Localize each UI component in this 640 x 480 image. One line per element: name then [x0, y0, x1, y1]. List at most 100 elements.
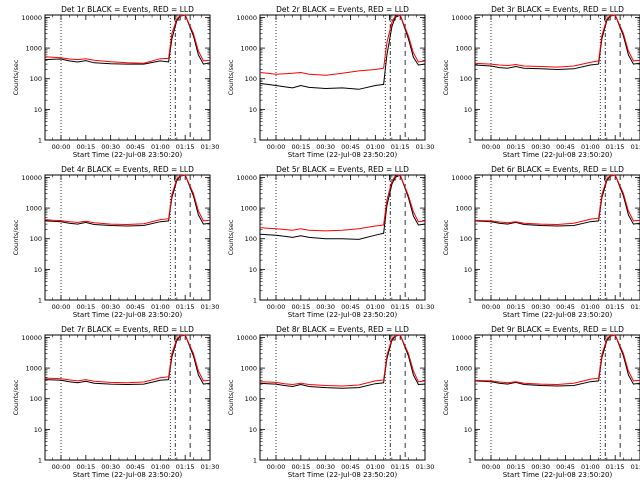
y-tick-label: 10000 — [21, 334, 42, 342]
x-tick-label: 00:30 — [101, 303, 120, 311]
x-tick-label: 00:45 — [556, 303, 575, 311]
x-tick-label: 00:15 — [291, 463, 310, 471]
lld-series-line — [259, 14, 426, 76]
events-series-line — [259, 174, 426, 240]
y-tick-label: 10 — [464, 426, 472, 434]
y-axis-label: Counts/sec — [12, 59, 20, 95]
y-tick-label: 10000 — [236, 334, 257, 342]
y-tick-label: 100 — [245, 235, 257, 243]
y-tick-label: 100 — [460, 235, 472, 243]
x-tick-label: 01:30 — [201, 143, 220, 151]
chart-panel-1: Det 1r BLACK = Events, RED = LLD 1 10 100 10… — [12, 5, 219, 159]
y-tick-label: 10000 — [236, 174, 257, 182]
chart-panel-7: Det 7r BLACK = Events, RED = LLD 1 10 100 10… — [12, 325, 219, 479]
x-tick-label: 00:15 — [506, 143, 525, 151]
x-tick-label: 00:30 — [316, 463, 335, 471]
x-axis-label: Start Time (22-Jul-08 23:50:20) — [73, 311, 183, 319]
lld-series-line — [259, 334, 426, 387]
x-tick-label: 01:30 — [201, 463, 220, 471]
y-tick-label: 10 — [249, 266, 257, 274]
events-series-line — [259, 14, 426, 90]
x-tick-label: 01:00 — [581, 303, 600, 311]
x-tick-label: 00:15 — [291, 143, 310, 151]
lld-series-line — [474, 14, 640, 68]
events-series-line — [44, 174, 211, 227]
y-axis-label: Counts/sec — [442, 219, 450, 255]
x-tick-label: 01:00 — [366, 143, 385, 151]
chart-panel-5: Det 5r BLACK = Events, RED = LLD 1 10 100 10… — [227, 165, 434, 319]
x-tick-label: 00:45 — [126, 463, 145, 471]
x-axis-label: Start Time (22-Jul-08 23:50:20) — [73, 151, 183, 159]
x-axis-label: Start Time (22-Jul-08 23:50:20) — [73, 471, 183, 479]
x-tick-label: 01:00 — [151, 303, 170, 311]
x-tick-label: 00:00 — [482, 143, 501, 151]
x-tick-label: 00:15 — [506, 303, 525, 311]
chart-title: Det 6r BLACK = Events, RED = LLD — [491, 165, 624, 174]
y-axis-label: Counts/sec — [442, 59, 450, 95]
x-axis-label: Start Time (22-Jul-08 23:50:20) — [288, 311, 398, 319]
y-tick-label: 10 — [249, 106, 257, 114]
events-series-line — [474, 14, 640, 71]
y-tick-label: 100 — [245, 75, 257, 83]
x-tick-label: 01:15 — [606, 463, 625, 471]
chart-panel-9: Det 9r BLACK = Events, RED = LLD 1 10 100 10… — [442, 325, 640, 479]
x-tick-label: 00:30 — [101, 143, 120, 151]
lld-series-line — [44, 174, 211, 226]
y-tick-label: 10000 — [451, 14, 472, 22]
x-tick-label: 00:30 — [531, 303, 550, 311]
x-tick-label: 01:15 — [176, 143, 195, 151]
x-tick-label: 01:00 — [366, 303, 385, 311]
x-axis-label: Start Time (22-Jul-08 23:50:20) — [503, 151, 613, 159]
events-series-line — [474, 174, 640, 227]
chart-title: Det 1r BLACK = Events, RED = LLD — [61, 5, 194, 14]
chart-title: Det 3r BLACK = Events, RED = LLD — [491, 5, 624, 14]
y-axis-label: Counts/sec — [12, 219, 20, 255]
x-axis-label: Start Time (22-Jul-08 23:50:20) — [288, 151, 398, 159]
y-tick-label: 1 — [253, 297, 257, 305]
x-tick-label: 00:00 — [267, 463, 286, 471]
x-tick-label: 00:30 — [316, 303, 335, 311]
x-axis-label: Start Time (22-Jul-08 23:50:20) — [503, 311, 613, 319]
x-tick-label: 00:15 — [291, 303, 310, 311]
plot-frame — [44, 14, 211, 141]
y-tick-label: 1000 — [240, 45, 257, 53]
lld-series-line — [474, 334, 640, 386]
lld-series-line — [259, 174, 426, 232]
y-tick-label: 100 — [30, 235, 42, 243]
y-tick-label: 1 — [38, 457, 42, 465]
x-tick-label: 01:15 — [391, 143, 410, 151]
x-axis-label: Start Time (22-Jul-08 23:50:20) — [288, 471, 398, 479]
y-tick-label: 1000 — [455, 45, 472, 53]
plot-frame — [259, 174, 426, 301]
events-series-line — [44, 14, 211, 65]
chart-panel-2: Det 2r BLACK = Events, RED = LLD 1 10 100 10… — [227, 5, 434, 159]
plot-frame — [474, 174, 640, 301]
x-tick-label: 00:00 — [52, 143, 71, 151]
plot-frame — [259, 334, 426, 461]
y-tick-label: 10 — [34, 426, 42, 434]
y-axis-label: Counts/sec — [442, 379, 450, 415]
chart-title: Det 8r BLACK = Events, RED = LLD — [276, 325, 409, 334]
x-tick-label: 00:45 — [126, 303, 145, 311]
x-tick-label: 01:30 — [416, 463, 435, 471]
chart-title: Det 4r BLACK = Events, RED = LLD — [61, 165, 194, 174]
x-tick-label: 01:30 — [201, 303, 220, 311]
x-tick-label: 00:00 — [52, 303, 71, 311]
x-tick-label: 00:45 — [341, 463, 360, 471]
y-axis-label: Counts/sec — [227, 59, 235, 95]
x-tick-label: 00:30 — [531, 143, 550, 151]
lld-series-line — [474, 174, 640, 226]
y-tick-label: 1 — [468, 137, 472, 145]
x-tick-label: 01:00 — [581, 143, 600, 151]
y-tick-label: 10 — [34, 106, 42, 114]
x-tick-label: 01:30 — [631, 303, 640, 311]
x-tick-label: 00:30 — [531, 463, 550, 471]
chart-panel-3: Det 3r BLACK = Events, RED = LLD 1 10 100 10… — [442, 5, 640, 159]
x-tick-label: 01:15 — [391, 463, 410, 471]
x-tick-label: 01:00 — [151, 143, 170, 151]
y-tick-label: 1 — [468, 457, 472, 465]
x-tick-label: 01:15 — [606, 143, 625, 151]
lld-series-line — [44, 334, 211, 384]
y-axis-label: Counts/sec — [12, 379, 20, 415]
